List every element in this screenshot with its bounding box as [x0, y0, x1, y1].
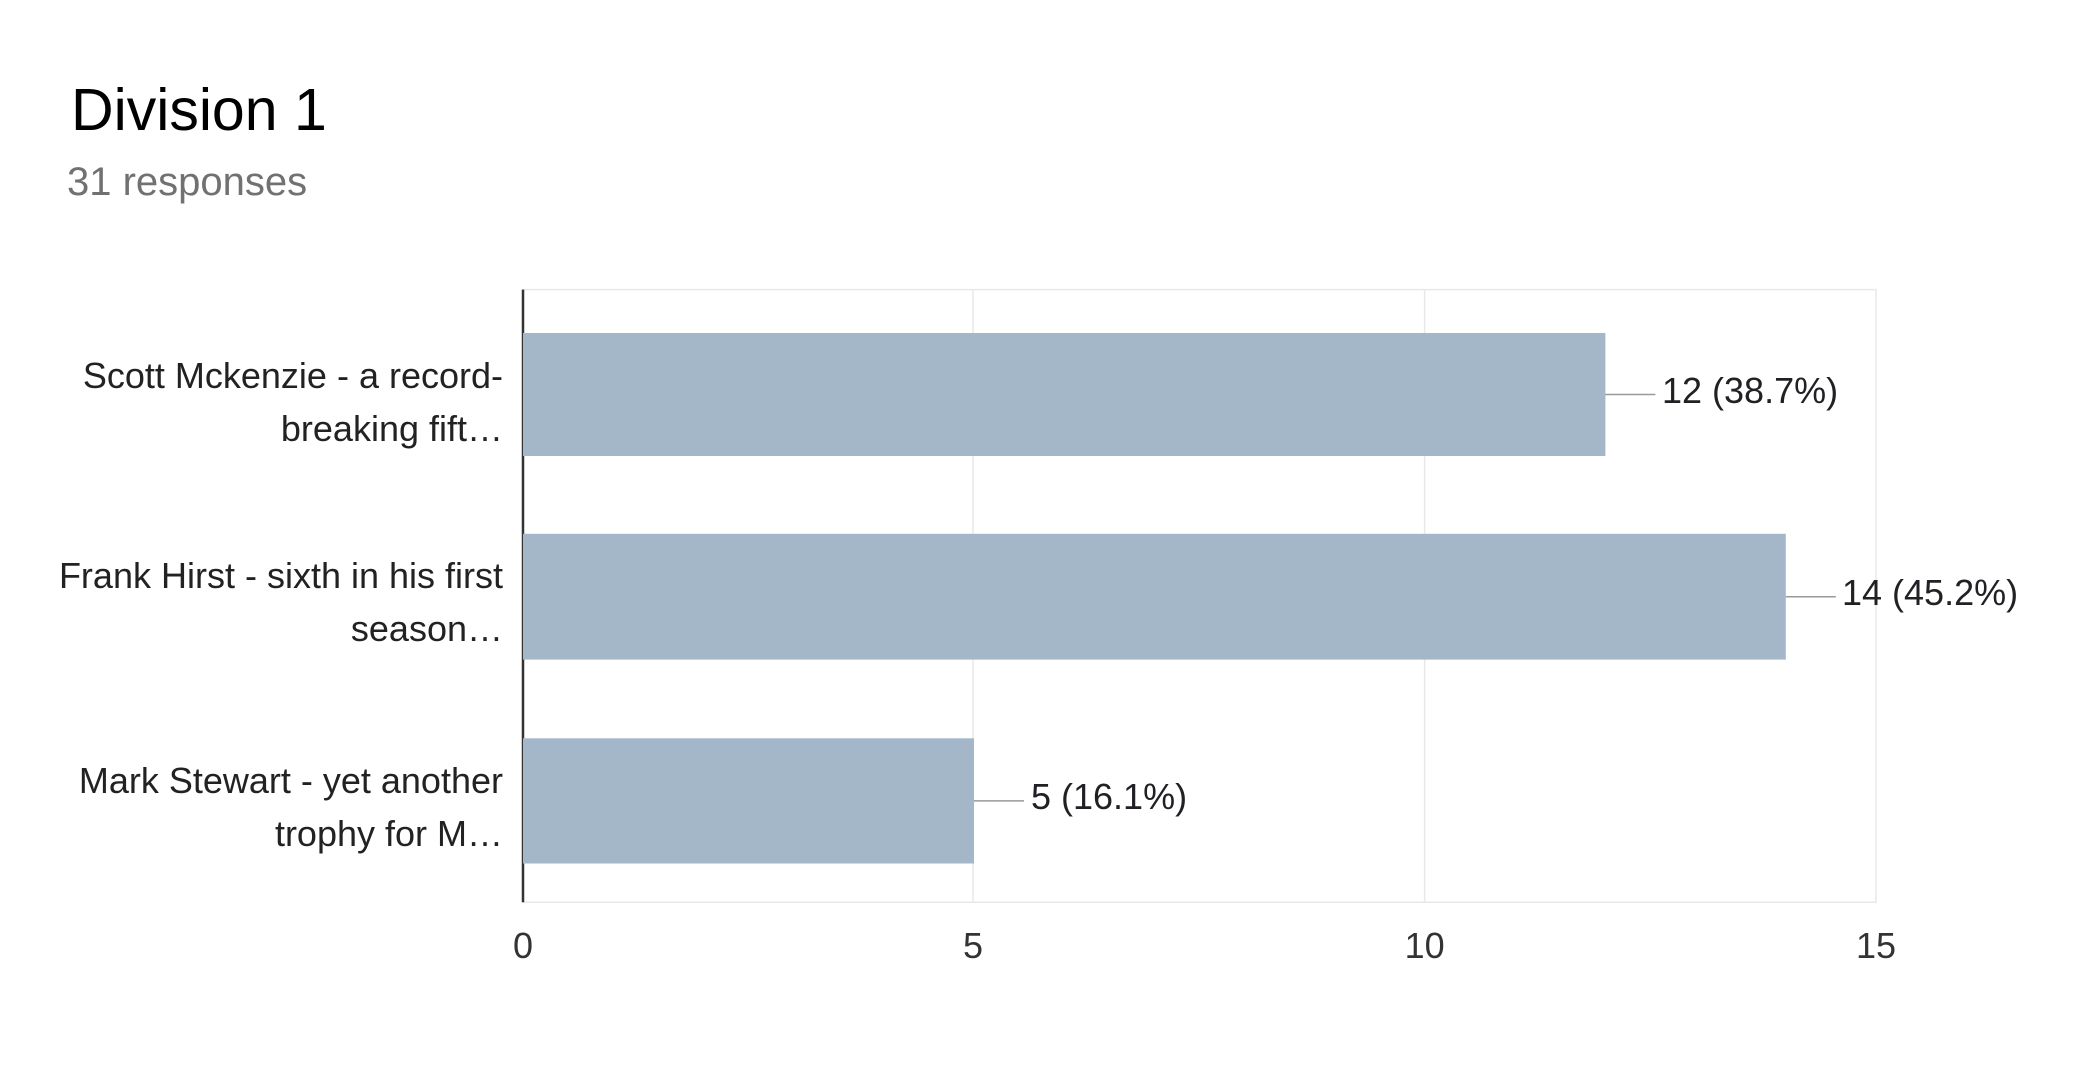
svg-text:0: 0	[513, 925, 533, 966]
svg-text:5: 5	[963, 925, 983, 966]
svg-text:12 (38.7%): 12 (38.7%)	[1662, 370, 1838, 411]
svg-text:15: 15	[1856, 925, 1896, 966]
svg-text:Mark Stewart - yet another: Mark Stewart - yet another	[79, 760, 503, 801]
svg-text:breaking fift…: breaking fift…	[281, 408, 503, 449]
svg-text:Scott Mckenzie - a record-: Scott Mckenzie - a record-	[83, 355, 503, 396]
svg-text:Frank Hirst - sixth in his fir: Frank Hirst - sixth in his first	[59, 555, 503, 596]
svg-text:season…: season…	[351, 608, 503, 649]
svg-text:trophy for M…: trophy for M…	[275, 813, 503, 854]
svg-text:5 (16.1%): 5 (16.1%)	[1031, 776, 1187, 817]
svg-text:14 (45.2%): 14 (45.2%)	[1842, 572, 2018, 613]
svg-text:10: 10	[1405, 925, 1445, 966]
